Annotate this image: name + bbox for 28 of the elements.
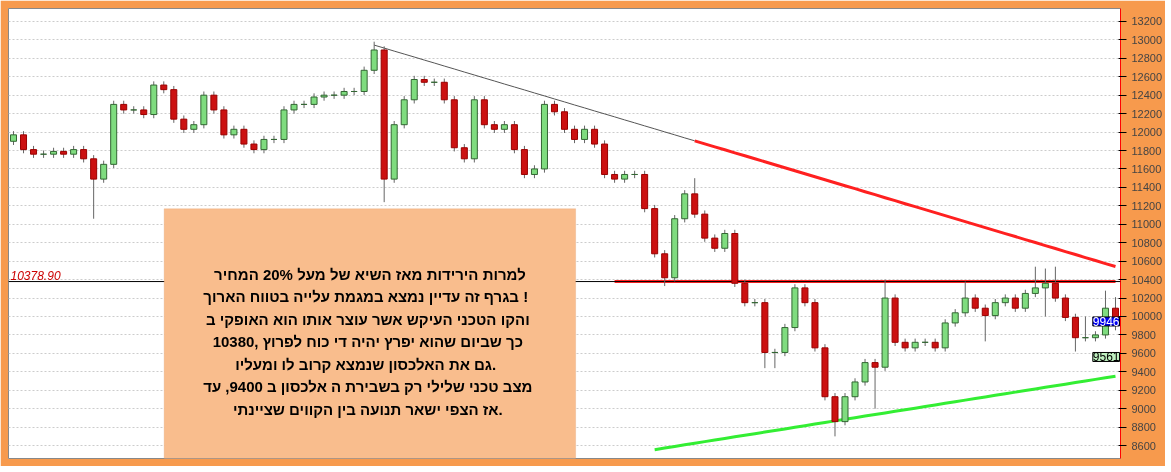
y-tick-label: 8600 — [1131, 439, 1156, 452]
y-tick-label: 12800 — [1131, 52, 1163, 65]
y-tick-label: 9800 — [1131, 328, 1156, 341]
annotation: 9561 — [1092, 350, 1120, 365]
y-tick-label: 11400 — [1131, 181, 1162, 194]
y-tick-label: 9400 — [1131, 365, 1156, 378]
y-tick-label: 11200 — [1131, 199, 1162, 212]
y-tick-label: 13000 — [1131, 33, 1163, 46]
y-tick-label: 9200 — [1131, 384, 1156, 397]
y-tick-label: 12200 — [1131, 107, 1163, 120]
y-tick-label: 12600 — [1131, 70, 1163, 83]
y-tick-label: 12000 — [1131, 126, 1163, 139]
y-tick-label: 10600 — [1131, 255, 1163, 268]
ref-line-label: 10378.90 — [10, 268, 61, 283]
y-tick-label: 13200 — [1131, 15, 1163, 28]
y-tick-label: 11000 — [1131, 218, 1162, 231]
y-tick-label: 8800 — [1131, 421, 1156, 434]
annotation: למרות הירידות מאז השיא של מעל 20% המחיר בגרף זה עדיין נמצא במגמת עלייה בטווח הארוך ! והקו הטכני העיקש אשר עוצר אותו הוא האופקי ב 10380, כך שביום שהוא יפרץ יהיה די כוח לפרוץ גם את האלכסון שנמצא קרוב לו ומעליו. מצב טכני שלילי רק בשבירת ה אלכסון ב 9400, עד אז הצפי ישאר תנועה בין הקווים שציינתי. — [203, 265, 533, 418]
y-tick-label: 10400 — [1131, 273, 1163, 286]
y-tick-label: 11800 — [1131, 144, 1162, 157]
y-tick-label: 10200 — [1131, 292, 1163, 305]
y-tick-label: 10800 — [1131, 236, 1163, 249]
y-tick-label: 11600 — [1131, 162, 1162, 175]
annotation: 9946 — [1092, 314, 1120, 329]
y-tick-label: 10000 — [1131, 310, 1163, 323]
y-tick-label: 9600 — [1131, 347, 1156, 360]
y-tick-label: 12400 — [1131, 89, 1163, 102]
y-tick-label: 9000 — [1131, 402, 1156, 415]
